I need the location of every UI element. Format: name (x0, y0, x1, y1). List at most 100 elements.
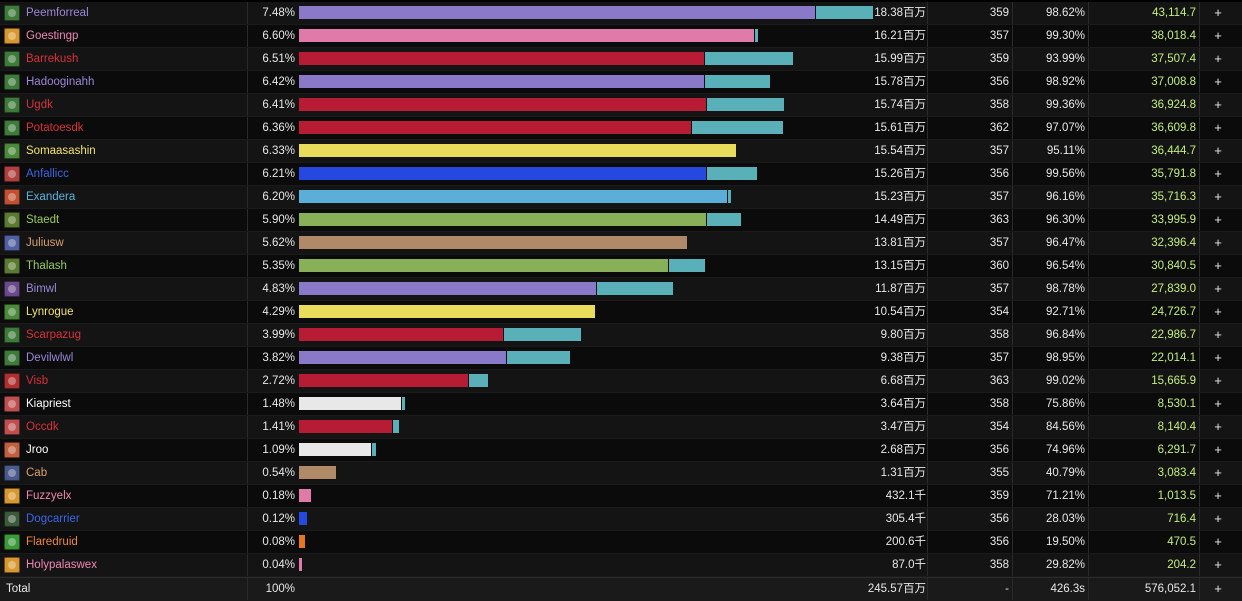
expand-row-button[interactable]: + (1214, 419, 1222, 434)
player-row[interactable]: Lynrogue 4.29% 10.54百万 354 92.71% 24,726.7 + (0, 301, 1242, 324)
player-row[interactable]: Devilwlwl 3.82% 9.38百万 357 98.95% 22,014.1 + (0, 347, 1242, 370)
player-name[interactable]: Ugdk (26, 99, 53, 111)
player-row[interactable]: Somaasashin 6.33% 15.54百万 357 95.11% 36,444.7… (0, 140, 1242, 163)
player-row[interactable]: Barrekush 6.51% 15.99百万 359 93.99% 37,507.4 + (0, 48, 1242, 71)
player-name[interactable]: Staedt (26, 214, 60, 226)
player-name[interactable]: Peemforreal (26, 7, 89, 19)
expand-row-button[interactable]: + (1214, 189, 1222, 204)
player-row[interactable]: Juliusw 5.62% 13.81百万 357 96.47% 32,396.4 + (0, 232, 1242, 255)
player-name[interactable]: Barrekush (26, 53, 79, 65)
player-name[interactable]: Scarpazug (26, 329, 81, 341)
player-row[interactable]: Fuzzyelx 0.18% 432.1千 359 71.21% 1,013.5 + (0, 485, 1242, 508)
player-name[interactable]: Visb (26, 375, 49, 387)
damage-bar-secondary (504, 328, 582, 341)
expand-row-button[interactable]: + (1214, 396, 1222, 411)
player-row[interactable]: Hadooginahh 6.42% 15.78百万 356 98.92% 37,008.8… (0, 71, 1242, 94)
column-divider (927, 439, 928, 461)
expand-row-button[interactable]: + (1214, 74, 1222, 89)
player-row[interactable]: Anfallicc 6.21% 15.26百万 356 99.56% 35,791.8 + (0, 163, 1242, 186)
player-name[interactable]: Devilwlwl (26, 352, 74, 364)
expand-row-button[interactable]: + (1214, 465, 1222, 480)
column-divider (1012, 439, 1013, 461)
column-divider (247, 508, 248, 530)
expand-row-button[interactable]: + (1214, 327, 1222, 342)
damage-bar-primary (299, 282, 597, 295)
player-name[interactable]: Somaasashin (26, 145, 96, 157)
damage-bar-primary (299, 397, 402, 410)
damage-bar-primary (299, 374, 468, 387)
expand-row-button[interactable]: + (1214, 28, 1222, 43)
damage-bar-secondary (707, 213, 742, 226)
player-row[interactable]: Occdk 1.41% 3.47百万 354 84.56% 8,140.4 + (0, 416, 1242, 439)
player-name[interactable]: Thalash (26, 260, 67, 272)
player-name[interactable]: Anfallicc (26, 168, 69, 180)
column-divider (247, 278, 248, 300)
class-spec-icon (4, 350, 20, 366)
expand-row-button[interactable]: + (1214, 258, 1222, 273)
player-row[interactable]: Staedt 5.90% 14.49百万 363 96.30% 33,995.9 + (0, 209, 1242, 232)
damage-percent: 0.18% (262, 490, 295, 502)
damage-amount: 15.78百万 (874, 76, 926, 88)
expand-row-button[interactable]: + (1214, 120, 1222, 135)
player-name[interactable]: Jroo (26, 444, 49, 456)
player-row[interactable]: Dogcarrier 0.12% 305.4千 356 28.03% 716.4 + (0, 508, 1242, 531)
player-row[interactable]: Potatoesdk 6.36% 15.61百万 362 97.07% 36,609.8 + (0, 117, 1242, 140)
expand-row-button[interactable]: + (1214, 212, 1222, 227)
expand-row-button[interactable]: + (1214, 304, 1222, 319)
class-spec-icon (4, 281, 20, 297)
damage-bar-secondary (691, 121, 783, 134)
expand-row-button[interactable]: + (1214, 557, 1222, 572)
player-name[interactable]: Cab (26, 467, 48, 479)
expand-total-button[interactable]: + (1214, 581, 1222, 596)
player-row[interactable]: Visb 2.72% 6.68百万 363 99.02% 15,665.9 + (0, 370, 1242, 393)
expand-row-button[interactable]: + (1214, 442, 1222, 457)
player-row[interactable]: Thalash 5.35% 13.15百万 360 96.54% 30,840.5 + (0, 255, 1242, 278)
dps-value: 27,839.0 (1151, 283, 1196, 295)
player-name[interactable]: Exandera (26, 191, 76, 203)
column-divider (1199, 140, 1200, 162)
player-name[interactable]: Hadooginahh (26, 76, 95, 88)
class-spec-icon (4, 120, 20, 136)
player-row[interactable]: Kiapriest 1.48% 3.64百万 358 75.86% 8,530.1 + (0, 393, 1242, 416)
activity-percent: 98.92% (1045, 76, 1085, 88)
expand-row-button[interactable]: + (1214, 235, 1222, 250)
expand-row-button[interactable]: + (1214, 350, 1222, 365)
expand-row-button[interactable]: + (1214, 51, 1222, 66)
expand-row-button[interactable]: + (1214, 488, 1222, 503)
player-name[interactable]: Goestingp (26, 30, 79, 42)
player-name[interactable]: Bimwl (26, 283, 57, 295)
dps-value: 716.4 (1167, 513, 1196, 525)
player-name[interactable]: Holypalaswex (26, 559, 97, 571)
class-spec-icon (4, 327, 20, 343)
expand-row-button[interactable]: + (1214, 534, 1222, 549)
expand-row-button[interactable]: + (1214, 97, 1222, 112)
player-name[interactable]: Potatoesdk (26, 122, 84, 134)
player-row[interactable]: Bimwl 4.83% 11.87百万 357 98.78% 27,839.0 + (0, 278, 1242, 301)
player-name[interactable]: Dogcarrier (26, 513, 80, 525)
expand-row-button[interactable]: + (1214, 166, 1222, 181)
player-row[interactable]: Cab 0.54% 1.31百万 355 40.79% 3,083.4 + (0, 462, 1242, 485)
player-row[interactable]: Ugdk 6.41% 15.74百万 358 99.36% 36,924.8 + (0, 94, 1242, 117)
player-name[interactable]: Kiapriest (26, 398, 71, 410)
expand-row-button[interactable]: + (1214, 373, 1222, 388)
expand-row-button[interactable]: + (1214, 143, 1222, 158)
player-name[interactable]: Juliusw (26, 237, 64, 249)
activity-percent: 96.84% (1045, 329, 1085, 341)
expand-row-button[interactable]: + (1214, 281, 1222, 296)
damage-bar-secondary (469, 374, 488, 387)
expand-row-button[interactable]: + (1214, 511, 1222, 526)
player-name[interactable]: Occdk (26, 421, 59, 433)
player-name[interactable]: Lynrogue (26, 306, 74, 318)
player-row[interactable]: Flaredruid 0.08% 200.6千 356 19.50% 470.5 + (0, 531, 1242, 554)
player-row[interactable]: Holypalaswex 0.04% 87.0千 358 29.82% 204.2 + (0, 554, 1242, 577)
dps-value: 35,716.3 (1151, 191, 1196, 203)
expand-row-button[interactable]: + (1214, 5, 1222, 20)
damage-bar-track (299, 466, 929, 479)
player-name[interactable]: Fuzzyelx (26, 490, 72, 502)
player-row[interactable]: Peemforreal 7.48% 18.38百万 359 98.62% 43,114.7… (0, 2, 1242, 25)
player-row[interactable]: Scarpazug 3.99% 9.80百万 358 96.84% 22,986.7 + (0, 324, 1242, 347)
player-row[interactable]: Exandera 6.20% 15.23百万 357 96.16% 35,716.3 + (0, 186, 1242, 209)
player-row[interactable]: Goestingp 6.60% 16.21百万 357 99.30% 38,018.4 + (0, 25, 1242, 48)
player-name[interactable]: Flaredruid (26, 536, 78, 548)
player-row[interactable]: Jroo 1.09% 2.68百万 356 74.96% 6,291.7 + (0, 439, 1242, 462)
